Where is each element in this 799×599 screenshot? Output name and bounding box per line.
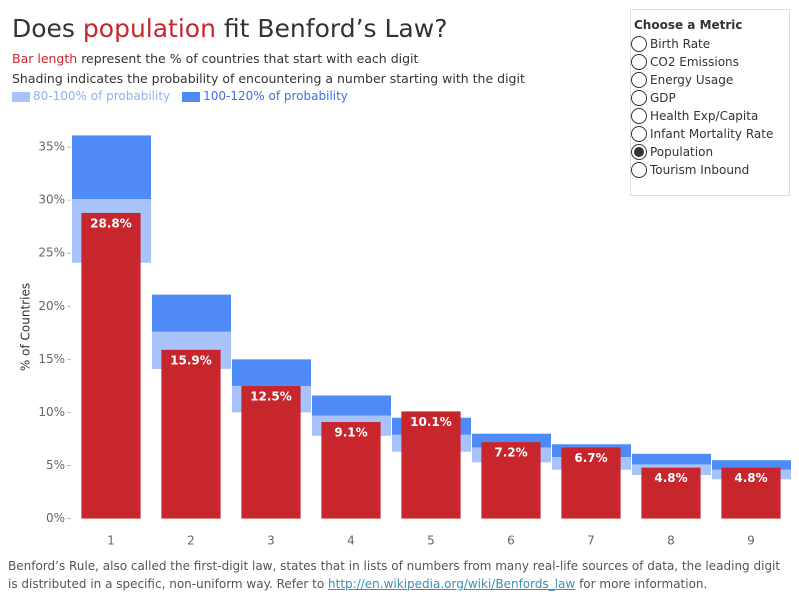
probability-band: [152, 294, 231, 332]
option-label: GDP: [650, 91, 676, 105]
x-tick-label: 2: [187, 534, 195, 548]
option-label: Population: [650, 145, 714, 159]
probability-band: [72, 135, 151, 200]
legend-item: 80-100% of probability: [12, 89, 170, 103]
x-tick-label: 1: [107, 534, 115, 548]
title-text: Does: [12, 14, 75, 43]
radio[interactable]: [631, 126, 647, 142]
radio[interactable]: [631, 90, 647, 106]
x-tick-label: 8: [667, 534, 675, 548]
y-tick-label: 35%: [38, 140, 65, 154]
value-label: 28.8%: [90, 216, 132, 230]
probability-band: [712, 460, 791, 470]
legend-label: 100-120% of probability: [203, 89, 348, 103]
y-tick-label: 30%: [38, 193, 65, 207]
x-tick-label: 3: [267, 534, 275, 548]
metric-option[interactable]: Infant Mortality Rate: [631, 125, 789, 143]
y-axis-title: % of Countries: [19, 283, 33, 371]
options: Birth Rate CO2 Emissions Energy Usage GDP He…: [631, 35, 789, 179]
x-tick-label: 5: [427, 534, 435, 548]
value-label: 7.2%: [494, 446, 527, 460]
x-tick-label: 4: [347, 534, 355, 548]
subtitle: Bar length represent the % of countries …: [12, 49, 525, 69]
title-highlight: population: [82, 14, 216, 43]
option-label: CO2 Emissions: [650, 55, 739, 69]
y-tick-label: 5%: [46, 458, 65, 472]
radio[interactable]: [631, 54, 647, 70]
radio[interactable]: [631, 162, 647, 178]
metric-option[interactable]: Population: [631, 143, 789, 161]
footer-text: for more information.: [579, 577, 708, 591]
bar: [641, 467, 701, 519]
radio[interactable]: [631, 108, 647, 124]
subtitle-text: represent the % of countries that start …: [81, 51, 419, 66]
y-tick-label: 15%: [38, 352, 65, 366]
y-tick-label: 20%: [38, 299, 65, 313]
footer-text: Benford’s Rule, also called the first-di…: [8, 559, 781, 591]
y-tick-label: 0%: [46, 511, 65, 525]
x-tick-label: 9: [747, 534, 755, 548]
y-tick-label: 10%: [38, 405, 65, 419]
probability-band: [232, 359, 311, 386]
subtitle: Shading indicates the probability of enc…: [12, 71, 525, 86]
legend: 80-100% of probability 100-120% of probab…: [12, 89, 525, 103]
radio[interactable]: [631, 36, 647, 52]
legend-label: 80-100% of probability: [33, 89, 171, 103]
metric-option[interactable]: Birth Rate: [631, 35, 789, 53]
option-label: Health Exp/Capita: [650, 109, 759, 123]
bar: [321, 421, 381, 519]
y-tick-label: 25%: [38, 246, 65, 260]
bar: [721, 467, 781, 519]
metric-option[interactable]: Energy Usage: [631, 71, 789, 89]
probability-band: [312, 395, 391, 416]
subtitle-highlight: Bar length: [12, 51, 78, 66]
radio[interactable]: [631, 144, 647, 160]
bar: [561, 447, 621, 519]
value-label: 6.7%: [574, 451, 607, 465]
panel-title: Choose a Metric: [634, 18, 743, 32]
x-tick-label: 7: [587, 534, 595, 548]
x-tick-label: 6: [507, 534, 515, 548]
title: Does population fit Benford’s Law?: [12, 14, 525, 43]
metric-option[interactable]: CO2 Emissions: [631, 53, 789, 71]
option-label: Tourism Inbound: [650, 163, 750, 177]
metric-panel: Choose a Metric Birth Rate CO2 Emissions E…: [630, 9, 790, 196]
link[interactable]: http://en.wikipedia.org/wiki/Benfords_la…: [328, 577, 576, 591]
legend-swatch: [12, 91, 30, 102]
legend-swatch: [182, 91, 201, 102]
bar: [161, 349, 221, 519]
value-label: 15.9%: [170, 353, 212, 367]
bar: [481, 442, 541, 519]
header: Does population fit Benford’s Law? Bar l…: [12, 14, 525, 103]
value-label: 12.5%: [250, 389, 292, 403]
value-label: 4.8%: [734, 471, 767, 485]
option-label: Infant Mortality Rate: [650, 127, 774, 141]
bar: [241, 385, 301, 519]
title-text: fit Benford’s Law?: [223, 14, 448, 43]
metric-option[interactable]: Health Exp/Capita: [631, 107, 789, 125]
bar: [401, 411, 461, 519]
metric-option[interactable]: Tourism Inbound: [631, 161, 789, 179]
bar: [81, 212, 141, 519]
option-label: Birth Rate: [650, 37, 711, 51]
value-label: 4.8%: [654, 471, 687, 485]
probability-band: [632, 453, 711, 465]
radio[interactable]: [631, 72, 647, 88]
legend-item: 100-120% of probability: [182, 89, 348, 103]
metric-option[interactable]: GDP: [631, 89, 789, 107]
footer: Benford’s Rule, also called the first-di…: [8, 557, 793, 593]
value-label: 10.1%: [410, 415, 452, 429]
radio-dot: [634, 147, 644, 157]
value-label: 9.1%: [334, 425, 367, 439]
option-label: Energy Usage: [650, 73, 734, 87]
